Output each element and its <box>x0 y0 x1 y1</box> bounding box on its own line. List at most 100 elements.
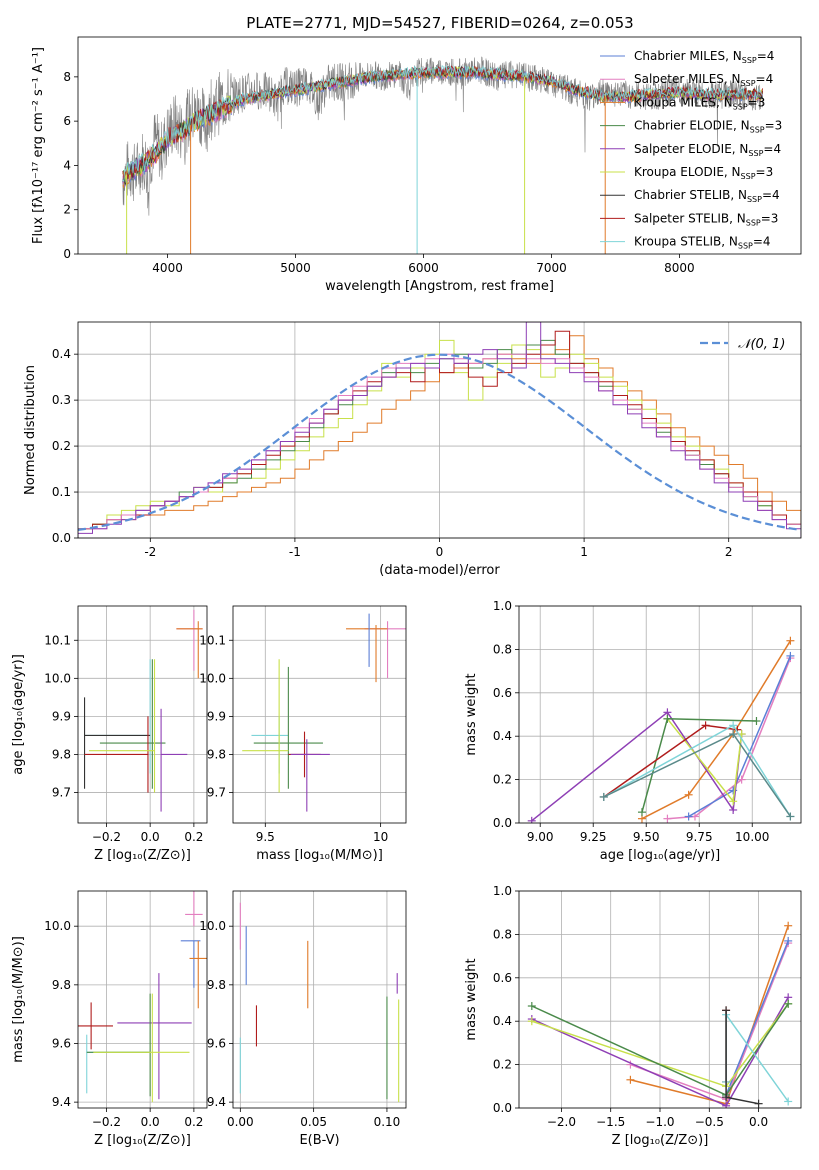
legend-value: =3 <box>756 165 774 179</box>
legend-label: Salpeter STELIB, NSSP=3 <box>634 211 778 227</box>
y-axis-label: mass [log₁₀(M/M⊙)] <box>11 936 26 1063</box>
y-tick-label: 9.7 <box>207 786 226 800</box>
legend-subscript: SSP <box>750 126 765 135</box>
x-axis-label: wavelength [Angstrom, rest frame] <box>325 279 554 294</box>
x-tick-label: 0.10 <box>374 1115 401 1129</box>
y-tick-label: 1.0 <box>493 599 512 613</box>
legend-subscript: SSP <box>747 195 762 204</box>
y-tick-label: 2 <box>63 203 71 217</box>
legend-value: =3 <box>765 119 783 133</box>
weight-vs-age-panel: 9.00 9.25 9.50 9.75 10.00 0.0 0.2 0.4 0.6 0.8 1.0 a… <box>464 599 802 863</box>
x-tick-label: 0.05 <box>300 1115 327 1129</box>
y-tick-label: 0.0 <box>52 531 71 545</box>
x-tick-label: 4000 <box>152 261 183 275</box>
legend-label: Salpeter ELODIE, NSSP=4 <box>634 142 781 158</box>
y-axis-label: Flux [fλ10⁻¹⁷ erg cm⁻² s⁻¹ A⁻¹] <box>31 47 46 244</box>
x-tick-label: −1.0 <box>645 1115 674 1129</box>
x-tick-label: 9.75 <box>686 830 713 844</box>
mass-weight-line <box>667 657 792 820</box>
y-tick-label: 9.8 <box>207 747 226 761</box>
model-spectrum-line <box>122 64 763 183</box>
legend-value: =3 <box>761 211 779 225</box>
y-tick-label: 8 <box>63 70 71 84</box>
mass-weight-line <box>641 640 792 820</box>
axes-frame <box>77 321 802 539</box>
x-tick-label: 0.00 <box>227 1115 254 1129</box>
y-tick-label: 0.2 <box>493 1058 512 1072</box>
figure-title: PLATE=2771, MJD=54527, FIBERID=0264, z=0… <box>246 14 633 32</box>
x-axis-label: mass [log₁₀(M/M⊙)] <box>256 848 383 863</box>
x-tick-label: 9.00 <box>527 830 554 844</box>
legend-label: Kroupa ELODIE, NSSP=3 <box>634 165 773 181</box>
x-tick-label: 9.5 <box>256 830 275 844</box>
legend-subscript: SSP <box>748 149 763 158</box>
axes-frame <box>232 605 407 824</box>
x-tick-label: 9.50 <box>633 830 660 844</box>
y-tick-label: 9.8 <box>52 978 71 992</box>
legend-value: =3 <box>748 95 766 109</box>
x-tick-label: 7000 <box>536 261 567 275</box>
legend-value: =4 <box>762 188 780 202</box>
legend-label: Kroupa MILES, NSSP=3 <box>634 95 765 111</box>
y-tick-label: 0.6 <box>493 971 512 985</box>
axes-frame <box>232 890 407 1109</box>
spectrum-panel: 4000 5000 6000 7000 8000 0 2 4 6 8 wavelength [Ang… <box>31 36 802 294</box>
axes-frame <box>518 605 802 824</box>
residuals-panel: -2 -1 0 1 2 0.0 0.1 0.2 0.3 0.4 (data-model)/error… <box>23 321 802 578</box>
x-tick-label: 0.2 <box>184 1115 203 1129</box>
y-tick-label: 10.0 <box>199 919 226 933</box>
mass-weight-line <box>725 940 789 1096</box>
plot-area <box>527 636 795 823</box>
legend-subscript: SSP <box>746 218 761 227</box>
x-tick-label: 1 <box>580 545 588 559</box>
y-axis-label: Normed distribution <box>23 365 38 495</box>
x-tick-label: −0.5 <box>695 1115 724 1129</box>
y-tick-label: 10.1 <box>199 633 226 647</box>
y-tick-label: 0.0 <box>493 816 512 830</box>
axes-frame <box>77 890 208 1109</box>
y-tick-label: 0.4 <box>493 1014 512 1028</box>
y-tick-label: 6 <box>63 114 71 128</box>
legend: Chabrier MILES, NSSP=4 Salpeter MILES, NS… <box>600 49 782 251</box>
y-tick-label: 0.0 <box>493 1101 512 1115</box>
histogram-step <box>78 322 801 538</box>
age-vs-mass-panel: 9.5 10 9.7 9.8 9.9 10.0 10.1 mass [log₁₀(M/M⊙)] <box>199 605 407 863</box>
x-axis-label: Z [log₁₀(Z/Z⊙)] <box>94 848 191 863</box>
y-tick-label: 9.9 <box>52 709 71 723</box>
x-tick-label: 6000 <box>408 261 439 275</box>
y-tick-label: 9.4 <box>207 1095 226 1109</box>
x-tick-label: −1.5 <box>596 1115 625 1129</box>
x-tick-label: 10.00 <box>735 830 769 844</box>
legend-value: =4 <box>763 142 781 156</box>
x-axis-label: (data-model)/error <box>379 563 500 578</box>
age-vs-metallicity-panel: −0.2 0.0 0.2 9.7 9.8 9.9 10.0 10.1 Z [log₁₀(Z/Z⊙… <box>11 605 208 863</box>
y-tick-label: 9.4 <box>52 1095 71 1109</box>
plot-area <box>78 891 207 1103</box>
axes-frame <box>77 605 208 824</box>
legend-value: =4 <box>756 72 774 86</box>
y-tick-label: 0.4 <box>493 729 512 743</box>
y-tick-label: 0.1 <box>52 485 71 499</box>
x-tick-label: 0 <box>436 545 444 559</box>
x-axis-label: Z [log₁₀(Z/Z⊙)] <box>94 1133 191 1148</box>
y-tick-label: 9.8 <box>207 978 226 992</box>
y-tick-label: 10.0 <box>199 671 226 685</box>
y-tick-label: 9.6 <box>52 1036 71 1050</box>
legend-label: Chabrier MILES, NSSP=4 <box>634 49 774 65</box>
mass-weight-line <box>603 724 792 817</box>
x-tick-label: 0.0 <box>749 1115 768 1129</box>
y-tick-label: 1.0 <box>493 884 512 898</box>
y-tick-label: 0.8 <box>493 927 512 941</box>
legend-value: =4 <box>757 49 775 63</box>
plot-area <box>84 609 203 812</box>
x-tick-label: 9.25 <box>580 830 607 844</box>
weight-vs-metallicity-panel: −2.0 −1.5 −1.0 −0.5 0.0 0.0 0.2 0.4 0.6 0.8 1.0 Z [… <box>464 884 802 1148</box>
legend-subscript: SSP <box>741 172 756 181</box>
legend-label: Salpeter MILES, NSSP=4 <box>634 72 773 88</box>
y-tick-label: 0.6 <box>493 686 512 700</box>
x-tick-label: −0.2 <box>92 1115 121 1129</box>
legend-subscript: SSP <box>742 56 757 65</box>
x-tick-label: 0.0 <box>141 1115 160 1129</box>
axes-frame <box>518 890 802 1109</box>
x-tick-label: −2.0 <box>547 1115 576 1129</box>
